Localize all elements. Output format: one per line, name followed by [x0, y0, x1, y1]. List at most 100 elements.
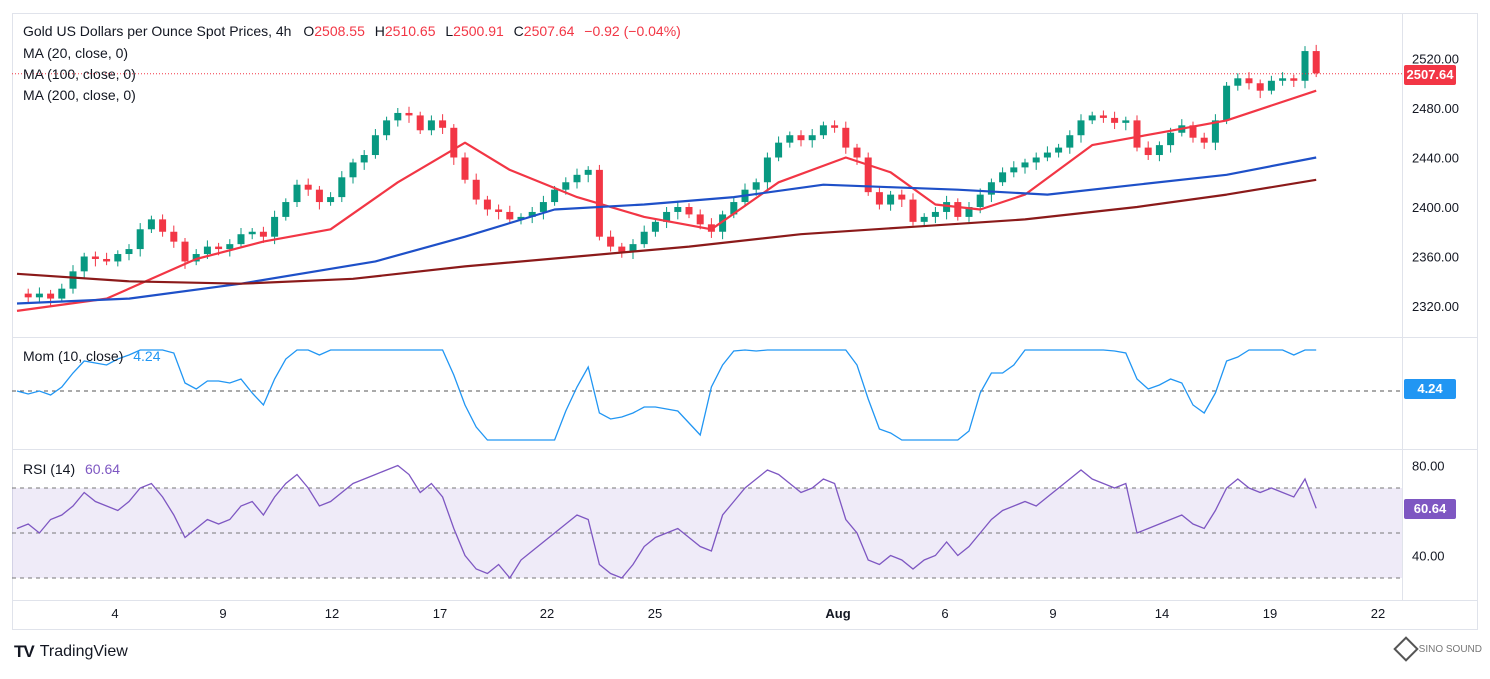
- candle-body: [1189, 125, 1197, 138]
- candle-body: [1155, 145, 1163, 156]
- candle-body: [405, 112, 413, 116]
- candle-body: [528, 211, 536, 217]
- candle-body: [909, 199, 917, 222]
- candle-body: [24, 293, 32, 298]
- time-axis[interactable]: 4 9 12 17 22 25 Aug 6 9 14 19 22: [111, 606, 1385, 621]
- open-label: O: [303, 23, 315, 39]
- candle-body: [1122, 120, 1130, 123]
- low-value: 2500.91: [453, 23, 504, 39]
- close-value: 2507.64: [523, 23, 575, 39]
- candle-body: [674, 207, 682, 212]
- candle-body: [1043, 152, 1051, 158]
- candle-body: [450, 127, 458, 158]
- candle-body: [775, 142, 783, 158]
- candle-body: [629, 244, 637, 252]
- candle-body: [439, 120, 447, 128]
- candle-body: [1032, 157, 1040, 163]
- candle-body: [685, 207, 693, 215]
- candle-body: [147, 219, 155, 230]
- candle-body: [1234, 78, 1242, 86]
- chart-frame: [12, 13, 1478, 630]
- rsi-label: RSI (14): [23, 461, 76, 477]
- candle-body: [35, 293, 43, 298]
- candle-body: [315, 189, 323, 203]
- candle-body: [427, 120, 435, 131]
- candle-body: [69, 271, 77, 289]
- candle-body: [1077, 120, 1085, 136]
- tradingview-logo[interactable]: TV TradingView: [14, 642, 128, 662]
- time-tick-label: 19: [1263, 606, 1277, 621]
- candle-body: [831, 125, 839, 128]
- candle-body: [853, 147, 861, 158]
- candle-body: [584, 169, 592, 175]
- legend-ma200[interactable]: MA (200, close, 0): [23, 87, 136, 103]
- rsi-band: [12, 488, 1402, 578]
- legend-ma20[interactable]: MA (20, close, 0): [23, 45, 129, 61]
- rsi-line: [16, 464, 1317, 580]
- candle-body: [797, 135, 805, 141]
- candle-body: [931, 211, 939, 217]
- high-label: H: [374, 23, 385, 39]
- ma100-line: [16, 156, 1317, 305]
- candle-body: [237, 234, 245, 245]
- candle-body: [618, 246, 626, 252]
- open-value: 2508.55: [314, 23, 365, 39]
- candle-body: [562, 182, 570, 190]
- high-value: 2510.65: [384, 23, 436, 39]
- candle-body: [125, 249, 133, 255]
- price-axis[interactable]: 2320.00 2360.00 2400.00 2440.00 2480.00 2520.…: [1412, 52, 1459, 564]
- rsi-badge: 60.64: [1404, 499, 1456, 519]
- candle-body: [1099, 115, 1107, 118]
- momentum-badge: 4.24: [1404, 379, 1456, 399]
- candle-body: [114, 254, 122, 262]
- momentum-value: 4.24: [133, 348, 161, 364]
- tradingview-mark-icon: TV: [14, 642, 35, 661]
- candle-body: [1021, 162, 1029, 168]
- momentum-line: [16, 349, 1317, 441]
- candle-body: [1256, 83, 1264, 91]
- close-label: C: [513, 23, 524, 39]
- candle-body: [80, 256, 88, 272]
- candle-body: [170, 231, 178, 242]
- candle-body: [752, 182, 760, 190]
- candle-body: [954, 202, 962, 217]
- candle-body: [203, 246, 211, 255]
- candle-body: [327, 197, 335, 203]
- candle-body: [91, 256, 99, 259]
- legend-momentum[interactable]: Mom (10, close) 4.24: [23, 348, 161, 364]
- candle-body: [786, 135, 794, 143]
- candle-body: [47, 293, 55, 299]
- momentum-label: Mom (10, close): [23, 348, 124, 364]
- candle-body: [517, 216, 525, 220]
- candle-body: [1200, 137, 1208, 143]
- candle-body: [495, 209, 503, 212]
- time-tick-label: 22: [540, 606, 554, 621]
- candle-body: [383, 120, 391, 136]
- change-value: −0.92 (−0.04%): [584, 23, 681, 39]
- diamond-icon: [1392, 636, 1419, 662]
- candle-body: [159, 219, 167, 232]
- candle-body: [898, 194, 906, 200]
- legend-rsi[interactable]: RSI (14) 60.64: [23, 461, 120, 477]
- candle-body: [304, 184, 312, 190]
- candle-body: [215, 246, 223, 250]
- time-tick-label: 9: [1049, 606, 1056, 621]
- candle-body: [371, 135, 379, 156]
- candle-body: [1211, 120, 1219, 143]
- candle-body: [943, 202, 951, 212]
- price-tick-label: 2360.00: [1412, 250, 1459, 265]
- candle-body: [136, 229, 144, 250]
- legend-ma100[interactable]: MA (100, close, 0): [23, 66, 136, 82]
- candle-body: [1267, 80, 1275, 91]
- candle-body: [1279, 78, 1287, 81]
- low-label: L: [445, 23, 454, 39]
- time-tick-label: 4: [111, 606, 118, 621]
- time-tick-label: 25: [648, 606, 662, 621]
- symbol-legend: Gold US Dollars per Ounce Spot Prices, 4…: [23, 23, 681, 39]
- tradingview-name: TradingView: [39, 643, 128, 660]
- candle-body: [58, 288, 66, 299]
- candle-body: [360, 155, 368, 163]
- sinosound-watermark: SINO SOUND: [1392, 636, 1482, 662]
